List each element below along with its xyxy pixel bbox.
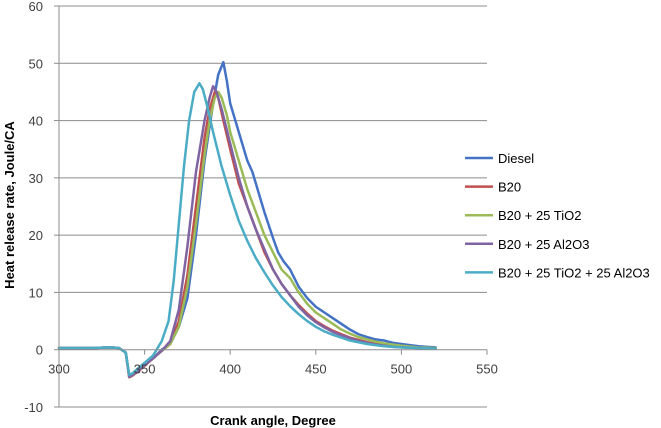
legend-label: Diesel — [498, 151, 534, 166]
y-tick-label: 20 — [29, 228, 43, 243]
y-tick-labels: -10 0 10 20 30 40 50 60 — [24, 0, 43, 415]
x-tick-labels: 300 350 400 450 500 550 — [48, 362, 498, 377]
y-tick-label: -10 — [24, 400, 43, 415]
y-tick-label: 10 — [29, 285, 43, 300]
x-tick-label: 350 — [134, 362, 156, 377]
legend: Diesel B20 B20 + 25 TiO2 B20 + 25 Al2O3 B20 … — [465, 151, 650, 280]
x-tick-label: 450 — [305, 362, 327, 377]
series-line-b20-25-tio2-25-al2o3 — [57, 82, 437, 377]
x-axis-title: Crank angle, Degree — [210, 413, 336, 428]
legend-label: B20 + 25 Al2O3 — [498, 237, 589, 252]
y-axis-title: Heat release rate, Joule/CA — [2, 121, 17, 289]
axes — [54, 5, 488, 408]
x-tick-label: 500 — [391, 362, 413, 377]
y-tick-label: 60 — [29, 0, 43, 14]
x-tick-label: 400 — [219, 362, 241, 377]
y-tick-label: 40 — [29, 114, 43, 129]
legend-label: B20 + 25 TiO2 + 25 Al2O3 — [498, 265, 650, 280]
legend-label: B20 + 25 TiO2 — [498, 208, 581, 223]
y-tick-label: 30 — [29, 171, 43, 186]
legend-label: B20 — [498, 180, 521, 195]
y-tick-label: 0 — [36, 343, 43, 358]
x-tick-label: 550 — [476, 362, 498, 377]
y-tick-label: 50 — [29, 56, 43, 71]
x-tick-label: 300 — [48, 362, 70, 377]
series-lines — [57, 60, 437, 379]
